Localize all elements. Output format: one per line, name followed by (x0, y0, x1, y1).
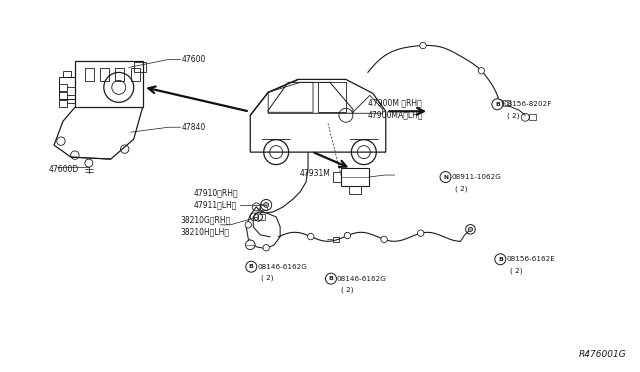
Bar (59, 92, 67, 99)
Text: 38210G〈RH〉: 38210G〈RH〉 (180, 215, 231, 224)
Text: 08156-8202F: 08156-8202F (503, 101, 552, 107)
Text: B: B (249, 264, 253, 269)
Text: 08911-1062G: 08911-1062G (451, 174, 501, 180)
Circle shape (308, 233, 314, 240)
Circle shape (246, 261, 257, 272)
Circle shape (344, 232, 351, 239)
Text: 47840: 47840 (182, 123, 206, 132)
Text: ( 2): ( 2) (510, 267, 523, 274)
Bar (333, 172, 341, 182)
Text: ( 2): ( 2) (341, 287, 353, 294)
Bar (85, 68, 94, 81)
Text: B: B (498, 257, 503, 262)
Text: 47900M 〈RH〉: 47900M 〈RH〉 (368, 99, 422, 108)
Bar (59, 100, 67, 107)
Text: 47910〈RH〉: 47910〈RH〉 (193, 189, 238, 198)
Bar (333, 237, 339, 242)
Bar (529, 114, 536, 120)
Text: 38210H〈LH〉: 38210H〈LH〉 (180, 227, 230, 236)
Circle shape (381, 236, 387, 243)
Text: 47911〈LH〉: 47911〈LH〉 (193, 201, 237, 209)
Bar (258, 214, 265, 220)
Text: 47900MA〈LH〉: 47900MA〈LH〉 (368, 111, 423, 120)
Circle shape (326, 273, 337, 284)
Bar (134, 62, 146, 73)
Text: B: B (328, 276, 333, 281)
Bar (75, 61, 143, 107)
Text: N: N (443, 174, 448, 180)
Circle shape (440, 171, 451, 183)
Text: 47931M: 47931M (300, 169, 331, 177)
Bar (260, 204, 267, 210)
Text: R476001G: R476001G (579, 350, 627, 359)
Circle shape (246, 240, 255, 250)
Circle shape (264, 202, 269, 208)
Circle shape (420, 42, 426, 49)
Bar (131, 68, 140, 81)
Bar (341, 168, 369, 186)
Circle shape (495, 254, 506, 265)
Text: ( 2): ( 2) (456, 185, 468, 192)
Text: 47600: 47600 (182, 55, 206, 64)
Circle shape (263, 244, 269, 251)
Text: 08146-6162G: 08146-6162G (337, 276, 387, 282)
Text: ( 2): ( 2) (261, 275, 274, 281)
Circle shape (245, 222, 252, 228)
Text: B: B (495, 102, 500, 107)
Bar (63, 71, 71, 77)
Circle shape (468, 227, 472, 231)
Circle shape (417, 230, 424, 236)
Bar (115, 68, 124, 81)
Text: 08156-6162E: 08156-6162E (506, 256, 555, 262)
Text: 08146-6162G: 08146-6162G (257, 264, 307, 270)
Bar (59, 84, 67, 92)
Text: 47600D: 47600D (49, 164, 79, 174)
Bar (349, 186, 361, 194)
Bar (100, 68, 109, 81)
Circle shape (492, 99, 503, 110)
Text: ( 2): ( 2) (508, 112, 520, 119)
Bar (59, 77, 75, 99)
Circle shape (478, 68, 484, 74)
Bar (503, 100, 510, 106)
